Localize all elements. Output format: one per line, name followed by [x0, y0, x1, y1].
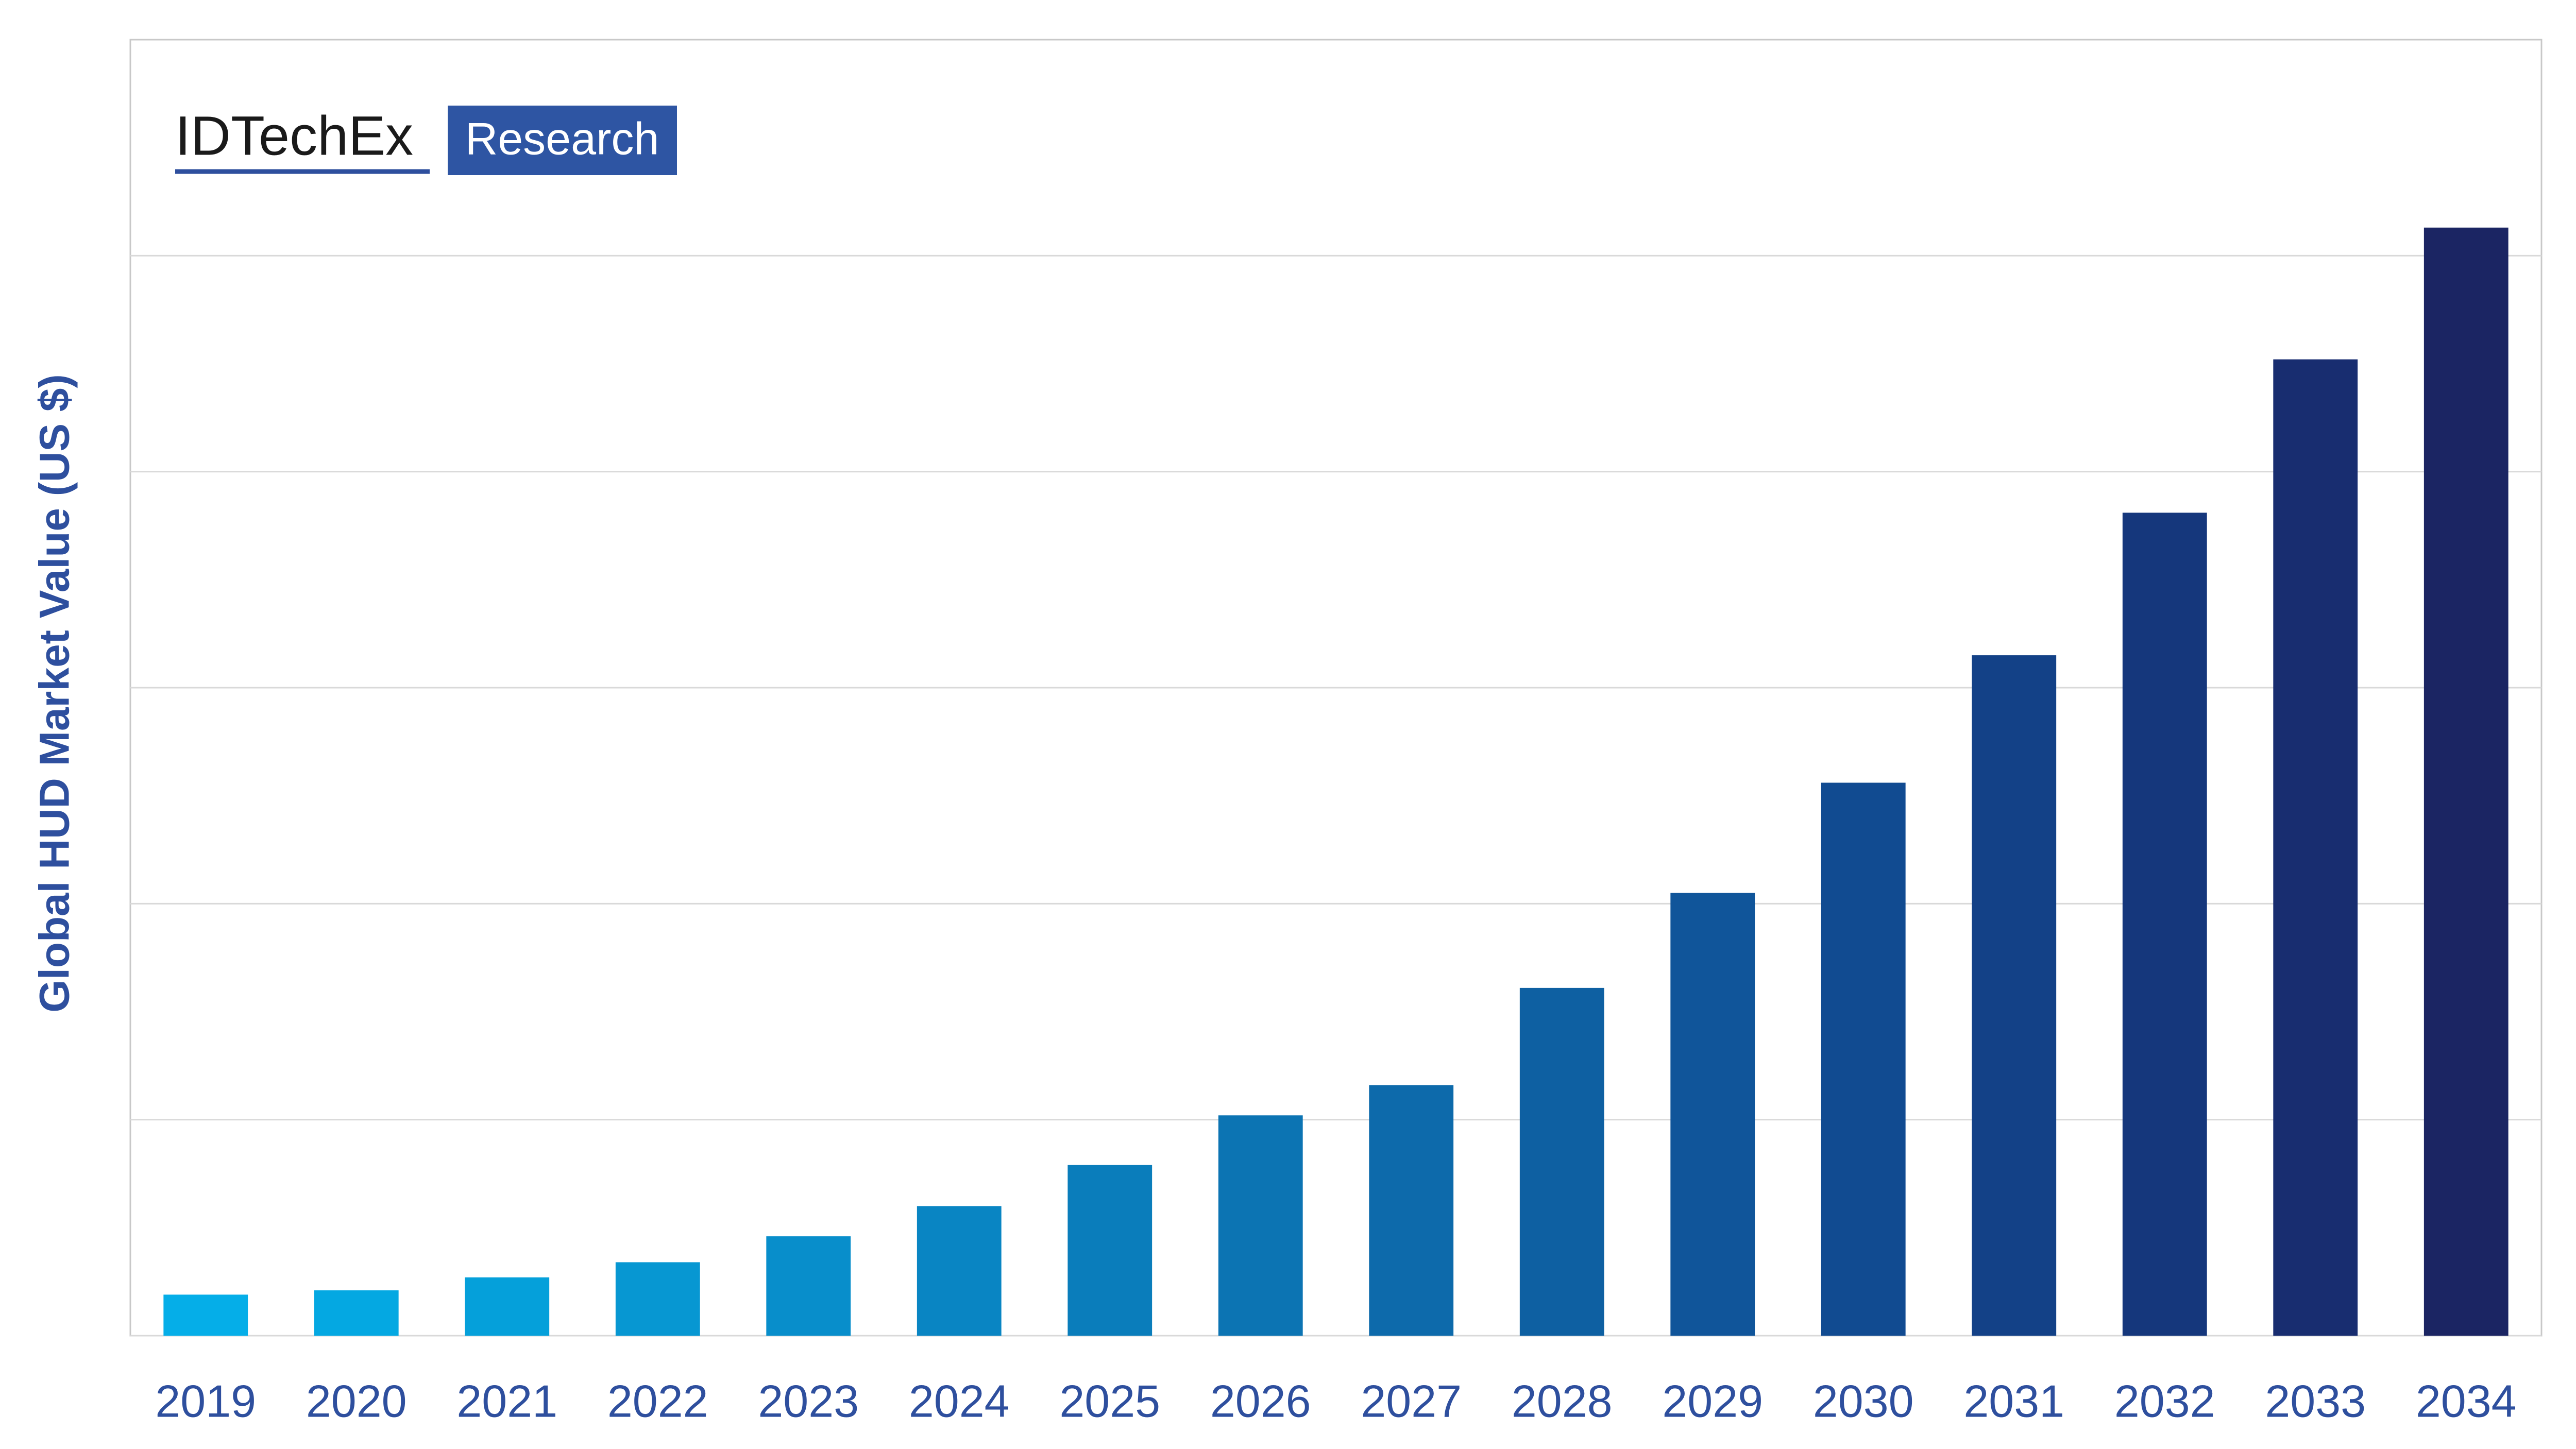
bar — [1670, 893, 1755, 1336]
bar — [1821, 782, 1906, 1336]
x-tick-label: 2028 — [1512, 1375, 1613, 1426]
x-tick-label: 2031 — [1963, 1375, 2064, 1426]
logo-name: IDTechEx — [175, 105, 413, 167]
bar — [917, 1206, 1002, 1336]
y-axis-label: Global HUD Market Value (US $) — [31, 374, 78, 1012]
bar — [766, 1236, 851, 1336]
x-tick-label: 2029 — [1662, 1375, 1763, 1426]
x-tick-label: 2023 — [758, 1375, 859, 1426]
x-tick-label: 2020 — [306, 1375, 407, 1426]
bar — [2273, 359, 2358, 1336]
x-tick-label: 2032 — [2114, 1375, 2215, 1426]
x-tick-label: 2024 — [909, 1375, 1010, 1426]
bar — [1519, 987, 1604, 1336]
x-tick-label: 2021 — [456, 1375, 557, 1426]
x-tick-label: 2030 — [1813, 1375, 1914, 1426]
bar — [1369, 1085, 1454, 1336]
x-tick-label: 2022 — [607, 1375, 708, 1426]
bar — [615, 1262, 700, 1336]
bar — [465, 1277, 550, 1336]
bar — [2122, 513, 2207, 1336]
x-tick-label: 2026 — [1210, 1375, 1311, 1426]
x-tick-label: 2033 — [2265, 1375, 2366, 1426]
x-tick-label: 2025 — [1059, 1375, 1160, 1426]
x-tick-label: 2027 — [1361, 1375, 1462, 1426]
logo-tag: Research — [465, 113, 659, 164]
bar — [1972, 655, 2057, 1336]
bar — [1067, 1165, 1153, 1336]
logo-tag-box — [448, 106, 677, 175]
x-tick-label: 2019 — [155, 1375, 256, 1426]
bar — [1218, 1115, 1303, 1336]
x-tick-label: 2034 — [2416, 1375, 2517, 1426]
bar — [163, 1294, 248, 1336]
bar — [314, 1290, 399, 1336]
bar — [2424, 227, 2509, 1336]
